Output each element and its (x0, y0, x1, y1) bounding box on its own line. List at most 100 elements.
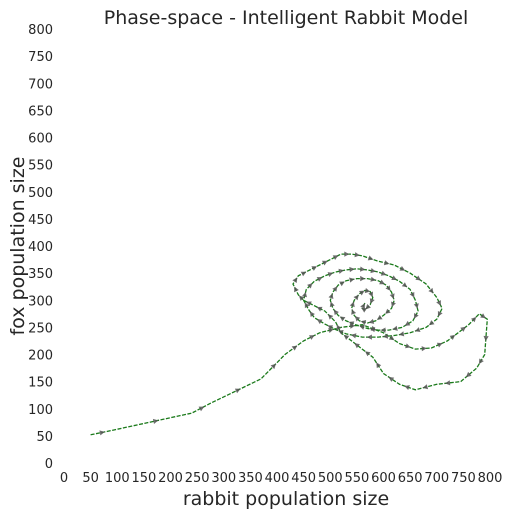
y-tick-label: 400 (28, 240, 53, 255)
trajectory-arrow (300, 271, 307, 277)
y-tick-label: 0 (45, 457, 53, 472)
trajectory-arrow (307, 283, 313, 289)
trajectory-arrow (415, 275, 421, 281)
trajectory-arrow (302, 291, 307, 298)
x-axis-label: rabbit population size (183, 488, 389, 510)
trajectory-arrow (328, 327, 334, 333)
trajectory-arrow (366, 334, 372, 340)
trajectory-arrow (383, 260, 390, 266)
y-tick-label: 100 (28, 403, 53, 418)
trajectory-arrow (322, 260, 328, 266)
trajectory-arrow (99, 430, 105, 436)
trajectory-arrow (338, 330, 344, 335)
trajectory-arrow (361, 307, 367, 313)
trajectory-arrow (332, 255, 339, 260)
x-tick-label: 800 (478, 471, 503, 486)
trajectory-arrow (421, 346, 427, 352)
trajectory-arrow (377, 314, 383, 320)
trajectory-arrow (338, 268, 344, 274)
trajectory-arrow (344, 251, 350, 257)
trajectory-arrow (369, 327, 376, 333)
trajectory-arrow (437, 311, 443, 317)
trajectory-arrow (294, 286, 299, 293)
trajectory-arrow (391, 275, 397, 280)
trajectory-arrow (369, 298, 375, 304)
trajectory-arrow (291, 345, 298, 351)
x-tick-label: 700 (424, 471, 449, 486)
x-tick-label: 750 (451, 471, 476, 486)
trajectory-arrow (343, 334, 350, 340)
trajectory-arrow (401, 282, 408, 288)
x-tick-label: 200 (158, 471, 183, 486)
trajectory-arrow (351, 333, 357, 339)
trajectory-arrow (316, 306, 323, 312)
trajectory-arrow (360, 266, 366, 272)
trajectory-arrow (360, 275, 366, 282)
y-tick-label: 300 (28, 294, 53, 309)
x-tick-label: 650 (398, 471, 423, 486)
trajectory-arrow (480, 313, 486, 319)
y-tick-label: 50 (36, 430, 53, 445)
trajectory-arrow (370, 276, 376, 282)
trajectory-arrow (359, 290, 365, 296)
trajectory-arrow (359, 324, 365, 330)
y-tick-label: 450 (28, 213, 53, 228)
trajectory-arrow (364, 288, 371, 294)
trajectory-arrow (460, 326, 466, 332)
trajectory-arrow (398, 331, 405, 337)
trajectory-arrow (333, 309, 339, 316)
trajectory-arrow (379, 279, 385, 285)
x-tick-label: 600 (371, 471, 396, 486)
trajectory-arrow (436, 342, 443, 348)
trajectory-arrow (360, 303, 365, 309)
trajectory-arrow (449, 334, 456, 340)
trajectory-arrow (328, 293, 334, 299)
arrow-layer (99, 251, 489, 436)
trajectory-arrow (349, 301, 355, 308)
trajectory-arrow (354, 316, 361, 322)
trajectory-arrow (414, 327, 421, 332)
y-tick-label: 550 (28, 159, 53, 174)
trajectory-arrow (385, 285, 391, 291)
trajectory-arrow (309, 335, 315, 340)
trajectory-arrow (367, 255, 374, 261)
trajectory-arrow (368, 291, 373, 298)
trajectory-arrow (436, 300, 441, 306)
x-tick-label: 0 (60, 471, 68, 486)
trajectory-arrow (336, 324, 342, 331)
trajectory-arrow (405, 343, 411, 349)
trajectory-arrow (234, 388, 241, 394)
x-tick-label: 400 (265, 471, 290, 486)
x-tick-label: 250 (185, 471, 210, 486)
trajectory-arrow (399, 266, 406, 271)
x-tick-label: 500 (318, 471, 343, 486)
trajectory-arrow (409, 292, 415, 298)
trajectory-arrow (385, 308, 391, 314)
y-tick-label: 600 (28, 132, 53, 147)
trajectory-arrow (365, 304, 371, 310)
y-tick-label: 800 (28, 23, 53, 38)
trajectory-arrow (309, 311, 315, 317)
y-tick-label: 750 (28, 50, 53, 65)
trajectory-arrow (392, 325, 398, 331)
trajectory-arrow (382, 333, 389, 339)
y-tick-label: 350 (28, 267, 53, 282)
trajectory-arrow (198, 406, 205, 412)
trajectory-arrow (329, 301, 335, 308)
trajectory-arrow (354, 252, 360, 258)
trajectory-arrow (414, 313, 419, 319)
x-tick-label: 300 (211, 471, 236, 486)
y-axis-label: fox population size (7, 157, 29, 336)
trajectory-arrow (339, 281, 345, 287)
trajectory-arrow (152, 418, 159, 424)
y-tick-label: 500 (28, 186, 53, 201)
trajectory-arrow (328, 314, 334, 320)
x-tick-labels: 0 50 100 150 200 250 300 350 400 450 500 550 600 650 7… (60, 471, 503, 486)
trajectory-arrow (428, 287, 434, 294)
trajectory-arrow (332, 286, 338, 292)
trajectory-arrow (471, 316, 477, 323)
trajectory-arrow (349, 277, 355, 283)
trajectory-arrow (380, 327, 386, 333)
trajectory-arrow (304, 302, 310, 309)
